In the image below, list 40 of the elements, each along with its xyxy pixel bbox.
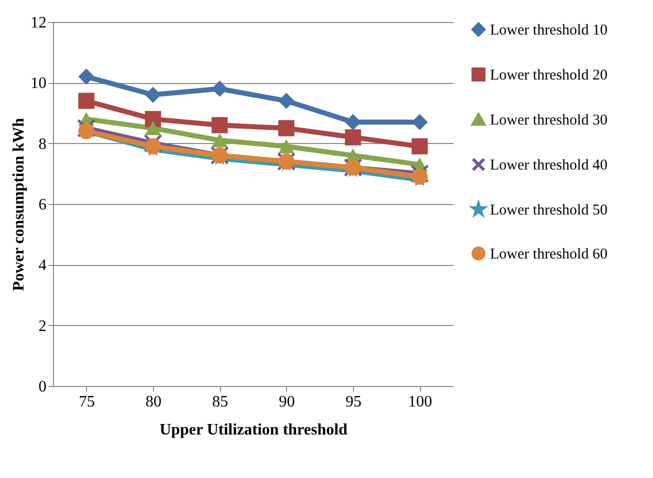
point — [77, 118, 96, 138]
point — [344, 129, 362, 146]
point — [144, 111, 162, 128]
y-tick-label: 8 — [38, 136, 46, 153]
point — [278, 92, 294, 109]
legend-label: Lower threshold 40 — [490, 158, 608, 174]
y-tick-label: 6 — [38, 196, 46, 214]
point — [144, 121, 162, 136]
y-tick-label: 12 — [30, 14, 46, 32]
legend-label: Lower threshold 50 — [490, 202, 608, 218]
x-tick-label: 75 — [78, 394, 95, 410]
x-axis-title: Upper Utilization threshold — [160, 422, 348, 438]
point — [212, 80, 228, 97]
x-tick-label: 80 — [146, 394, 162, 410]
legend-label: Lower threshold 10 — [490, 22, 608, 38]
point — [278, 139, 294, 154]
point — [78, 68, 94, 85]
point — [212, 133, 228, 148]
y-tick-label: 2 — [38, 318, 46, 335]
legend-label: Lower threshold 20 — [490, 68, 608, 84]
point — [278, 120, 294, 136]
y-tick-label: 4 — [38, 257, 46, 274]
point — [212, 117, 228, 134]
point — [412, 138, 428, 154]
point — [144, 134, 162, 153]
y-tick-label: 10 — [30, 75, 46, 92]
point — [410, 164, 429, 183]
point — [78, 92, 94, 109]
legend-label: Lower threshold 30 — [490, 112, 608, 128]
y-axis-title: Power consumption kWh — [10, 118, 28, 292]
x-tick-label: 85 — [212, 394, 228, 410]
x-tick-label: 100 — [408, 394, 432, 410]
legend-label: Lower threshold 60 — [490, 246, 608, 262]
y-tick-label: 0 — [38, 378, 46, 396]
x-tick-label: 95 — [346, 394, 362, 410]
point — [412, 168, 428, 185]
point — [412, 114, 428, 130]
point — [144, 86, 162, 103]
x-tick-label: 90 — [278, 394, 295, 410]
point — [144, 138, 162, 154]
